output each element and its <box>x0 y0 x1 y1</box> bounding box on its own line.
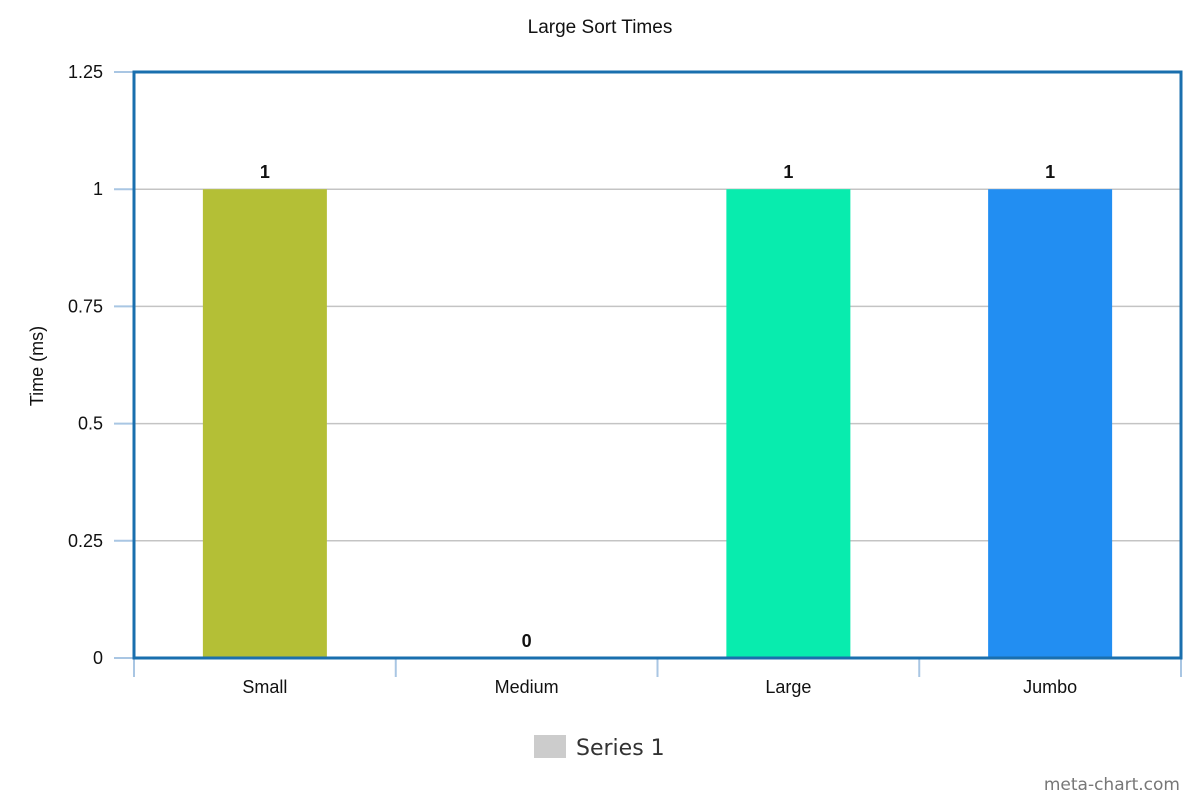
bars <box>202 189 1113 658</box>
y-tick-label: 0.25 <box>68 531 103 551</box>
x-tick-label: Small <box>242 677 287 697</box>
x-tick-label: Medium <box>495 677 559 697</box>
bar-large <box>726 189 851 658</box>
legend-label: Series 1 <box>576 736 665 761</box>
data-label: 1 <box>783 162 793 182</box>
y-tick-label: 1 <box>93 179 103 199</box>
bar-small <box>202 189 327 658</box>
y-axis-label: Time (ms) <box>27 326 47 406</box>
axes: 0 0.25 0.5 0.75 1 1.25 Small Medium Large Jumbo <box>68 62 1183 697</box>
y-tick-label: 1.25 <box>68 62 103 82</box>
legend: Series 1 <box>534 735 665 761</box>
y-tick-label: 0 <box>93 648 103 668</box>
chart-title: Large Sort Times <box>528 17 673 38</box>
x-tick-label: Large <box>765 677 811 697</box>
x-tick-label: Jumbo <box>1023 677 1077 697</box>
data-label: 0 <box>522 631 532 651</box>
plot-frame <box>132 70 1183 660</box>
bar-jumbo <box>988 189 1113 658</box>
y-tick-label: 0.75 <box>68 296 103 316</box>
legend-swatch <box>534 735 566 758</box>
data-label: 1 <box>260 162 270 182</box>
data-label: 1 <box>1045 162 1055 182</box>
data-labels: 1 0 1 1 <box>260 162 1055 651</box>
y-tick-label: 0.5 <box>78 414 103 434</box>
watermark: meta-chart.com <box>1044 775 1180 795</box>
